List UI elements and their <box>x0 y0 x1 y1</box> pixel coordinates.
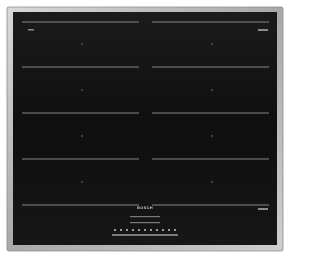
brand-logo: BOSCH <box>137 205 153 210</box>
cooktop-photo: BOSCH <box>0 0 290 258</box>
